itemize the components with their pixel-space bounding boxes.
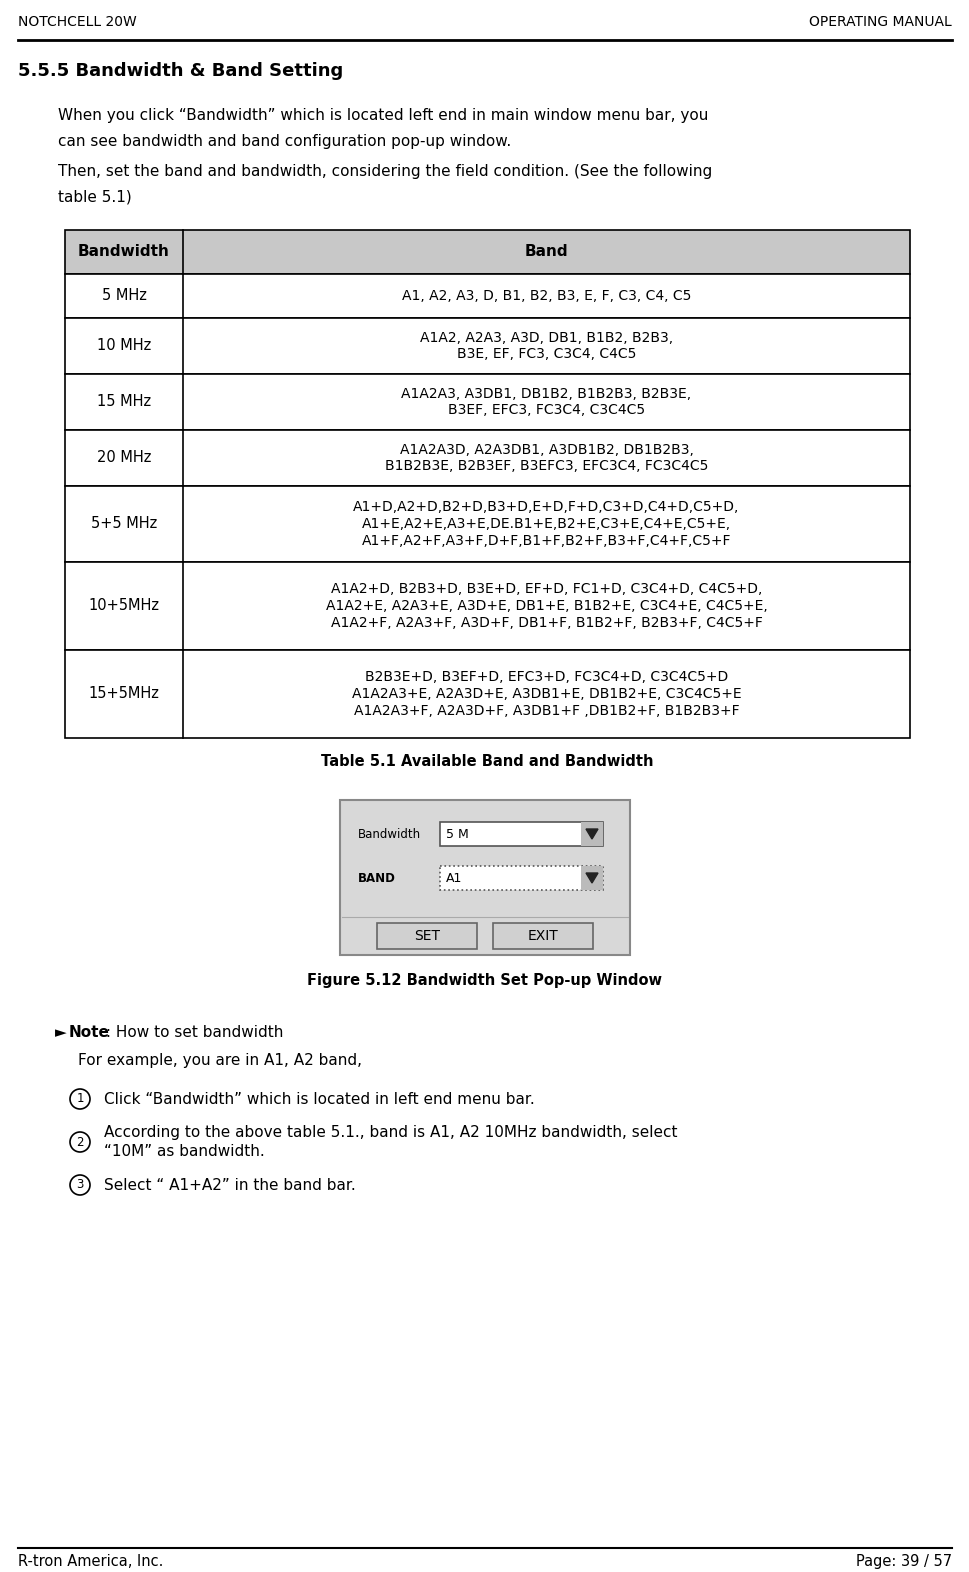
- Text: B3EF, EFC3, FC3C4, C3C4C5: B3EF, EFC3, FC3C4, C3C4C5: [448, 404, 644, 418]
- Text: A1A2A3+E, A2A3D+E, A3DB1+E, DB1B2+E, C3C4C5+E: A1A2A3+E, A2A3D+E, A3DB1+E, DB1B2+E, C3C…: [352, 687, 740, 701]
- Text: A1, A2, A3, D, B1, B2, B3, E, F, C3, C4, C5: A1, A2, A3, D, B1, B2, B3, E, F, C3, C4,…: [401, 289, 691, 303]
- Text: NOTCHCELL 20W: NOTCHCELL 20W: [18, 16, 137, 28]
- Text: A1A2+E, A2A3+E, A3D+E, DB1+E, B1B2+E, C3C4+E, C4C5+E,: A1A2+E, A2A3+E, A3D+E, DB1+E, B1B2+E, C3…: [326, 599, 766, 613]
- Text: R-tron America, Inc.: R-tron America, Inc.: [18, 1555, 163, 1569]
- Text: Then, set the band and bandwidth, considering the field condition. (See the foll: Then, set the band and bandwidth, consid…: [58, 163, 711, 179]
- Text: 5 M: 5 M: [446, 827, 468, 841]
- Bar: [65, 486, 909, 563]
- Bar: [340, 800, 629, 956]
- Bar: [580, 866, 603, 890]
- Text: According to the above table 5.1., band is A1, A2 10MHz bandwidth, select: According to the above table 5.1., band …: [104, 1124, 676, 1140]
- Text: table 5.1): table 5.1): [58, 190, 132, 204]
- Text: A1A2, A2A3, A3D, DB1, B1B2, B2B3,: A1A2, A2A3, A3D, DB1, B1B2, B2B3,: [420, 330, 672, 344]
- Text: Bandwidth: Bandwidth: [78, 245, 170, 259]
- Bar: [440, 866, 603, 890]
- Text: BAND: BAND: [358, 871, 395, 885]
- Text: Note: Note: [69, 1025, 109, 1041]
- Text: SET: SET: [414, 929, 440, 943]
- Text: For example, you are in A1, A2 band,: For example, you are in A1, A2 band,: [78, 1053, 361, 1067]
- Text: 15 MHz: 15 MHz: [97, 395, 151, 409]
- Bar: [65, 649, 909, 737]
- Text: A1+D,A2+D,B2+D,B3+D,E+D,F+D,C3+D,C4+D,C5+D,: A1+D,A2+D,B2+D,B3+D,E+D,F+D,C3+D,C4+D,C5…: [353, 500, 739, 514]
- Text: 5 MHz: 5 MHz: [102, 289, 146, 303]
- Text: B2B3E+D, B3EF+D, EFC3+D, FC3C4+D, C3C4C5+D: B2B3E+D, B3EF+D, EFC3+D, FC3C4+D, C3C4C5…: [364, 670, 728, 684]
- Text: 10+5MHz: 10+5MHz: [88, 599, 159, 613]
- Text: Table 5.1 Available Band and Bandwidth: Table 5.1 Available Band and Bandwidth: [321, 755, 653, 769]
- Text: B3E, EF, FC3, C3C4, C4C5: B3E, EF, FC3, C3C4, C4C5: [456, 347, 636, 362]
- Text: 15+5MHz: 15+5MHz: [88, 687, 159, 701]
- Bar: [65, 318, 909, 374]
- Text: A1A2A3, A3DB1, DB1B2, B1B2B3, B2B3E,: A1A2A3, A3DB1, DB1B2, B1B2B3, B2B3E,: [401, 387, 691, 401]
- Text: A1: A1: [446, 871, 462, 885]
- Text: 5+5 MHz: 5+5 MHz: [91, 517, 157, 531]
- Text: Page: 39 / 57: Page: 39 / 57: [855, 1555, 951, 1569]
- Text: EXIT: EXIT: [527, 929, 558, 943]
- Text: Figure 5.12 Bandwidth Set Pop-up Window: Figure 5.12 Bandwidth Set Pop-up Window: [307, 973, 662, 987]
- Text: 2: 2: [77, 1135, 83, 1149]
- Text: 5.5.5 Bandwidth & Band Setting: 5.5.5 Bandwidth & Band Setting: [18, 61, 343, 80]
- Text: Click “Bandwidth” which is located in left end menu bar.: Click “Bandwidth” which is located in le…: [104, 1091, 534, 1107]
- Text: ►: ►: [55, 1025, 72, 1041]
- Bar: [65, 563, 909, 649]
- Text: B1B2B3E, B2B3EF, B3EFC3, EFC3C4, FC3C4C5: B1B2B3E, B2B3EF, B3EFC3, EFC3C4, FC3C4C5: [385, 459, 707, 473]
- Text: A1A2A3D, A2A3DB1, A3DB1B2, DB1B2B3,: A1A2A3D, A2A3DB1, A3DB1B2, DB1B2B3,: [399, 442, 693, 456]
- Text: 10 MHz: 10 MHz: [97, 338, 151, 354]
- Text: Select “ A1+A2” in the band bar.: Select “ A1+A2” in the band bar.: [104, 1177, 356, 1193]
- Text: OPERATING MANUAL: OPERATING MANUAL: [808, 16, 951, 28]
- Text: : How to set bandwidth: : How to set bandwidth: [101, 1025, 283, 1041]
- Text: 20 MHz: 20 MHz: [97, 451, 151, 465]
- Text: Bandwidth: Bandwidth: [358, 827, 421, 841]
- Text: A1+E,A2+E,A3+E,DE.B1+E,B2+E,C3+E,C4+E,C5+E,: A1+E,A2+E,A3+E,DE.B1+E,B2+E,C3+E,C4+E,C5…: [361, 517, 731, 531]
- Bar: [65, 431, 909, 486]
- Bar: [65, 274, 909, 318]
- Bar: [440, 822, 603, 846]
- Text: A1+F,A2+F,A3+F,D+F,B1+F,B2+F,B3+F,C4+F,C5+F: A1+F,A2+F,A3+F,D+F,B1+F,B2+F,B3+F,C4+F,C…: [361, 534, 731, 549]
- Polygon shape: [585, 828, 597, 839]
- Bar: [492, 923, 592, 949]
- Text: 1: 1: [77, 1093, 83, 1105]
- Text: “10M” as bandwidth.: “10M” as bandwidth.: [104, 1144, 265, 1160]
- Bar: [377, 923, 477, 949]
- Bar: [65, 230, 909, 274]
- Bar: [580, 822, 603, 846]
- Polygon shape: [585, 872, 597, 883]
- Text: When you click “Bandwidth” which is located left end in main window menu bar, yo: When you click “Bandwidth” which is loca…: [58, 108, 707, 123]
- Text: Band: Band: [524, 245, 568, 259]
- Bar: [65, 374, 909, 431]
- Text: A1A2A3+F, A2A3D+F, A3DB1+F ,DB1B2+F, B1B2B3+F: A1A2A3+F, A2A3D+F, A3DB1+F ,DB1B2+F, B1B…: [354, 704, 738, 718]
- Text: 3: 3: [77, 1179, 83, 1192]
- Text: can see bandwidth and band configuration pop-up window.: can see bandwidth and band configuration…: [58, 134, 511, 149]
- Text: A1A2+F, A2A3+F, A3D+F, DB1+F, B1B2+F, B2B3+F, C4C5+F: A1A2+F, A2A3+F, A3D+F, DB1+F, B1B2+F, B2…: [330, 616, 762, 630]
- Text: A1A2+D, B2B3+D, B3E+D, EF+D, FC1+D, C3C4+D, C4C5+D,: A1A2+D, B2B3+D, B3E+D, EF+D, FC1+D, C3C4…: [330, 582, 762, 596]
